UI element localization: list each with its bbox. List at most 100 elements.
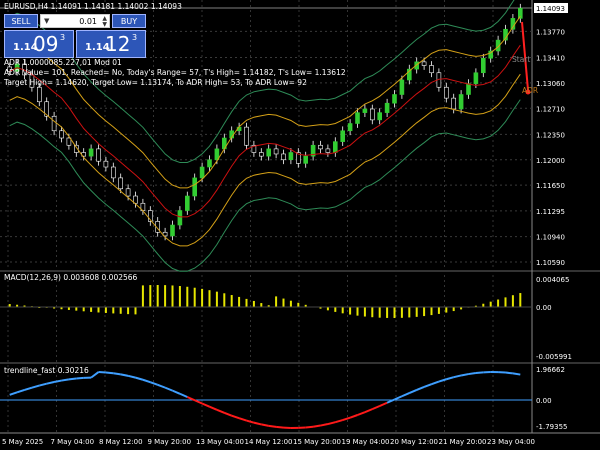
macd-bar (119, 307, 122, 314)
candle-body (244, 126, 249, 146)
candle-body (103, 160, 109, 168)
trendline-segment (113, 372, 121, 376)
candle-body (155, 221, 160, 233)
current-price-label: 1.14093 (536, 5, 565, 13)
trendline-segment (9, 391, 18, 396)
macd-bar (408, 307, 411, 318)
trendline-segment (142, 378, 151, 384)
macd-bar (127, 307, 130, 315)
candle-body (466, 83, 471, 95)
trendline-segment (120, 373, 129, 377)
candle-body (480, 57, 486, 74)
trendline-segment (371, 405, 381, 411)
macd-bar (497, 299, 500, 307)
macd-bar (489, 301, 492, 307)
macd-bar (474, 305, 477, 307)
buy-button[interactable]: BUY (112, 14, 146, 28)
macd-bar (356, 307, 359, 316)
macd-bar (378, 307, 381, 318)
trendline-segment (475, 371, 484, 375)
macd-bar (134, 307, 137, 315)
candle-body (125, 188, 131, 197)
adr-tag: ADR (522, 86, 539, 95)
candle-body (236, 126, 242, 132)
candle-body (199, 166, 205, 179)
adr-line-2: ADR Value= 101, Reached= No, Today's Ran… (4, 68, 346, 77)
price-tick-label: 1.12710 (536, 105, 565, 113)
trendline-segment (24, 386, 33, 391)
trendline-segment (364, 408, 373, 414)
time-tick-label: 23 May 04:00 (487, 438, 535, 446)
symbol-line: EURUSD,H4 1.14091 1.14181 1.14002 1.1409… (4, 2, 182, 11)
macd-tick-label: 0.00 (536, 304, 552, 312)
trendline-segment (90, 371, 100, 379)
macd-bar (245, 298, 248, 307)
trendline-segment (386, 398, 395, 404)
trendline-segment (261, 423, 269, 427)
candle-body (392, 94, 397, 104)
macd-bar (363, 307, 366, 317)
candle-body (340, 130, 346, 142)
price-tick-label: 1.13770 (536, 28, 565, 36)
trendline-segment (209, 405, 218, 411)
macd-bar (511, 295, 514, 307)
candle-body (384, 102, 390, 113)
candle-body (406, 68, 412, 81)
candle-body (162, 231, 168, 237)
trendline-segment (246, 419, 255, 424)
time-tick-label: 21 May 20:00 (439, 438, 487, 446)
macd-bar (445, 307, 448, 313)
trendline-segment (149, 381, 159, 386)
stepper-icon[interactable]: ▲ ▼ (102, 15, 107, 28)
candle-body (377, 112, 383, 121)
candle-body (59, 130, 64, 139)
trendline-tick-label: 1.96662 (536, 366, 565, 374)
macd-bar (267, 305, 270, 307)
trendline-segment (179, 392, 188, 398)
macd-bar (437, 307, 440, 314)
macd-bar (208, 290, 211, 307)
trendline-segment (305, 425, 314, 429)
macd-bar (430, 307, 433, 316)
macd-bar (230, 295, 233, 307)
buy-price-small: 1.14 (85, 42, 110, 53)
macd-bar (75, 307, 78, 311)
candle-body (421, 61, 427, 66)
candle-body (192, 177, 197, 197)
macd-bar (60, 307, 63, 310)
trendline-segment (201, 402, 210, 408)
trendline-segment (327, 421, 336, 426)
candle-body (488, 50, 494, 59)
candle-body (429, 65, 434, 74)
candle-body (185, 195, 190, 211)
sell-button[interactable]: SELL (4, 14, 38, 28)
sell-price-box[interactable]: 1.14 09 3 (4, 30, 74, 58)
time-tick-label: 19 May 04:00 (342, 438, 390, 446)
candle-body (207, 159, 212, 168)
buy-price-box[interactable]: 1.14 12 3 (76, 30, 146, 58)
lot-size-input[interactable]: ▼ 0.01 ▲ ▼ (40, 14, 110, 28)
dropdown-icon[interactable]: ▼ (44, 17, 50, 25)
trendline-segment (357, 411, 366, 416)
price-tick-label: 1.13060 (536, 80, 565, 88)
trendline-segment (438, 378, 447, 383)
macd-bar (112, 307, 115, 314)
macd-bar (53, 307, 56, 309)
candle-body (288, 152, 294, 161)
price-tick-label: 1.12350 (536, 131, 565, 139)
trendline-segment (105, 371, 114, 375)
candle-body (517, 7, 523, 19)
buy-price-sup: 3 (132, 33, 138, 42)
adr-line-3: Target High= 1.14620, Target Low= 1.1317… (4, 78, 307, 87)
time-tick-label: 8 May 12:00 (99, 438, 143, 446)
macd-bar (260, 303, 263, 307)
candle-body (451, 97, 457, 110)
macd-bar (8, 304, 11, 307)
sell-price-small: 1.14 (13, 42, 38, 53)
candle-body (214, 148, 220, 161)
trendline-segment (194, 399, 203, 405)
trendline-segment (39, 382, 47, 387)
candle-body (96, 148, 101, 162)
macd-bar (341, 307, 344, 314)
time-tick-label: 15 May 20:00 (293, 438, 341, 446)
